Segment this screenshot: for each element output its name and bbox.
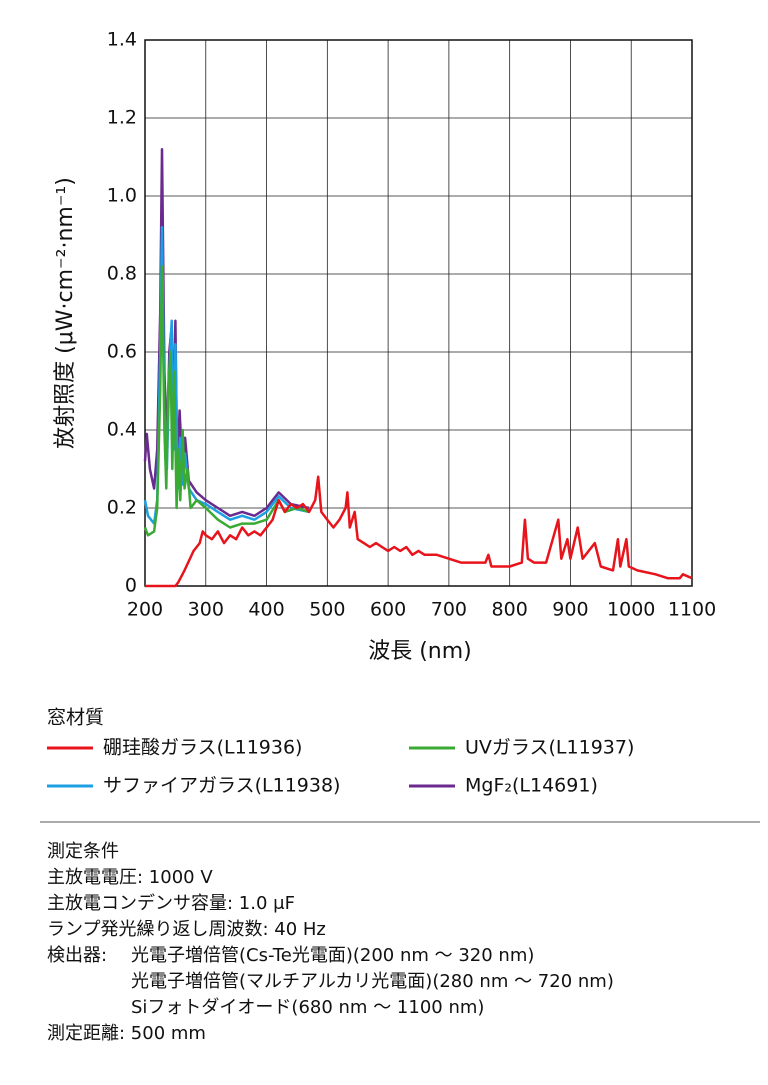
x-tick-label: 500 [309, 599, 345, 621]
x-tick-label: 1100 [668, 599, 716, 621]
condition-line: 主放電コンデンサ容量: 1.0 μF [47, 893, 295, 914]
y-tick-label: 1.4 [107, 29, 137, 51]
x-tick-label: 400 [248, 599, 284, 621]
detector-item: Siフォトダイオード(680 nm 〜 1100 nm) [131, 997, 484, 1018]
y-tick-label: 1.2 [107, 107, 137, 129]
x-tick-label: 800 [492, 599, 528, 621]
x-tick-label: 900 [552, 599, 588, 621]
legend-label: MgF₂(L14691) [465, 775, 598, 797]
detector-item: 光電子増倍管(Cs-Te光電面)(200 nm 〜 320 nm) [131, 945, 534, 966]
y-tick-label: 0.6 [107, 341, 137, 363]
y-tick-label: 1.0 [107, 185, 137, 207]
x-tick-label: 300 [188, 599, 224, 621]
detector-label: 検出器: [47, 945, 107, 966]
x-tick-label: 200 [127, 599, 163, 621]
plot-frame [144, 39, 693, 587]
legend-label: サファイアガラス(L11938) [103, 775, 340, 797]
series-line [143, 147, 310, 518]
legend-label: 硼珪酸ガラス(L11936) [103, 737, 302, 759]
y-tick-label: 0 [125, 575, 137, 597]
y-axis-label: 放射照度 (μW·cm⁻²·nm⁻¹) [53, 177, 78, 449]
condition-line: 主放電電圧: 1000 V [47, 867, 213, 888]
series-line [143, 264, 310, 537]
y-tick-label: 0.4 [107, 419, 137, 441]
x-tick-label: 600 [370, 599, 406, 621]
detector-item: 光電子増倍管(マルチアルカリ光電面)(280 nm 〜 720 nm) [131, 971, 614, 992]
x-axis-label: 波長 (nm) [368, 639, 472, 664]
condition-line: ランプ発光繰り返し周波数: 40 Hz [47, 919, 326, 940]
y-tick-label: 0.8 [107, 263, 137, 285]
x-tick-label: 700 [431, 599, 467, 621]
legend-title: 窓材質 [47, 707, 104, 729]
legend-label: UVガラス(L11937) [465, 737, 634, 759]
y-tick-label: 0.2 [107, 497, 137, 519]
x-tick-label: 1000 [607, 599, 655, 621]
series-line [145, 475, 693, 588]
condition-line: 測定距離: 500 mm [47, 1023, 206, 1044]
conditions-title: 測定条件 [47, 841, 119, 862]
